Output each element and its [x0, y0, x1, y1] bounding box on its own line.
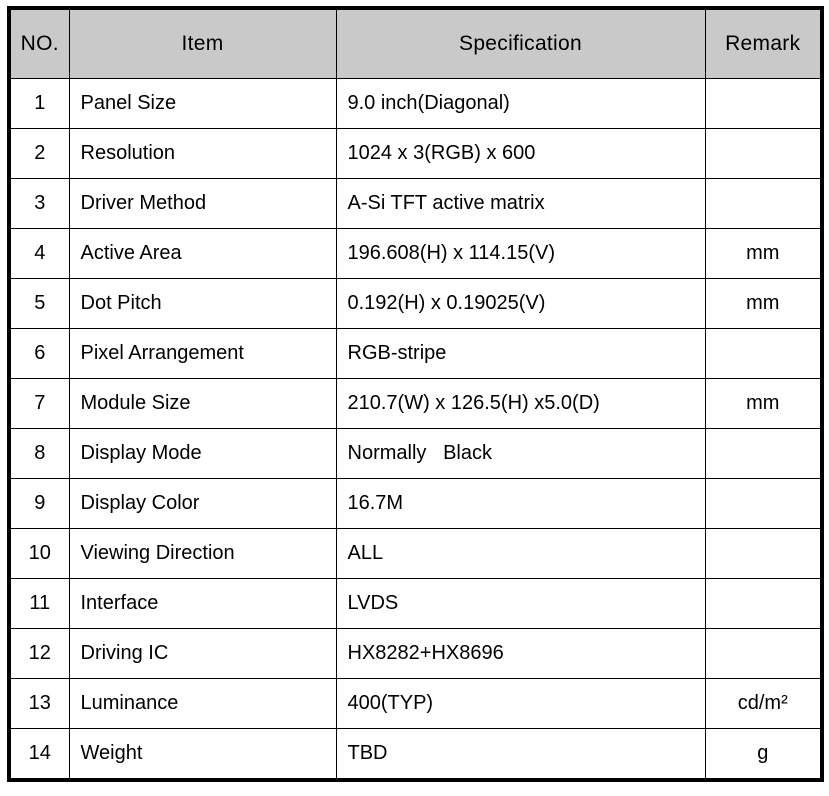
remark-cell — [704, 78, 823, 129]
item-cell: Resolution — [68, 128, 337, 179]
specification-cell: HX8282+HX8696 — [335, 628, 706, 679]
remark-cell — [704, 628, 823, 679]
table-row: 7 Module Size 210.7(W) x 126.5(H) x5.0(D… — [8, 378, 823, 429]
remark-cell: g — [704, 728, 823, 781]
table-row: 3 Driver Method A-Si TFT active matrix — [8, 178, 823, 229]
row-number-cell: 8 — [8, 428, 70, 479]
specification-cell: TBD — [335, 728, 706, 781]
remark-cell: cd/m² — [704, 678, 823, 729]
column-header-remark: Remark — [704, 7, 823, 79]
specification-cell: ALL — [335, 528, 706, 579]
item-cell: Pixel Arrangement — [68, 328, 337, 379]
item-cell: Driver Method — [68, 178, 337, 229]
remark-cell — [704, 328, 823, 379]
table-row: 6 Pixel Arrangement RGB-stripe — [8, 328, 823, 379]
specification-cell: A-Si TFT active matrix — [335, 178, 706, 229]
remark-cell — [704, 128, 823, 179]
specification-cell: LVDS — [335, 578, 706, 629]
item-cell: Driving IC — [68, 628, 337, 679]
specification-cell: Normally Black — [335, 428, 706, 479]
item-cell: Luminance — [68, 678, 337, 729]
table-row: 9 Display Color 16.7M — [8, 478, 823, 529]
item-cell: Display Mode — [68, 428, 337, 479]
remark-cell: mm — [704, 228, 823, 279]
item-cell: Interface — [68, 578, 337, 629]
row-number-cell: 13 — [8, 678, 70, 729]
remark-cell: mm — [704, 378, 823, 429]
table-row: 14 Weight TBD g — [8, 728, 823, 781]
specification-cell: 0.192(H) x 0.19025(V) — [335, 278, 706, 329]
item-cell: Module Size — [68, 378, 337, 429]
specification-cell: 16.7M — [335, 478, 706, 529]
specification-cell: 196.608(H) x 114.15(V) — [335, 228, 706, 279]
table-row: 10 Viewing Direction ALL — [8, 528, 823, 579]
row-number-cell: 1 — [8, 78, 70, 129]
row-number-cell: 6 — [8, 328, 70, 379]
specification-cell: 400(TYP) — [335, 678, 706, 729]
row-number-cell: 9 — [8, 478, 70, 529]
row-number-cell: 14 — [8, 728, 70, 781]
item-cell: Panel Size — [68, 78, 337, 129]
row-number-cell: 10 — [8, 528, 70, 579]
remark-cell — [704, 178, 823, 229]
row-number-cell: 2 — [8, 128, 70, 179]
table-row: 11 Interface LVDS — [8, 578, 823, 629]
specification-cell: 210.7(W) x 126.5(H) x5.0(D) — [335, 378, 706, 429]
item-cell: Weight — [68, 728, 337, 781]
table-row: 13 Luminance 400(TYP) cd/m² — [8, 678, 823, 729]
remark-cell — [704, 478, 823, 529]
table-row: 1 Panel Size 9.0 inch(Diagonal) — [8, 78, 823, 129]
table-row: 2 Resolution 1024 x 3(RGB) x 600 — [8, 128, 823, 179]
item-cell: Display Color — [68, 478, 337, 529]
item-cell: Viewing Direction — [68, 528, 337, 579]
specification-cell: 1024 x 3(RGB) x 600 — [335, 128, 706, 179]
item-cell: Active Area — [68, 228, 337, 279]
row-number-cell: 5 — [8, 278, 70, 329]
table-row: 5 Dot Pitch 0.192(H) x 0.19025(V) mm — [8, 278, 823, 329]
specification-cell: RGB-stripe — [335, 328, 706, 379]
column-header-item: Item — [68, 7, 337, 79]
remark-cell — [704, 528, 823, 579]
row-number-cell: 11 — [8, 578, 70, 629]
row-number-cell: 4 — [8, 228, 70, 279]
row-number-cell: 3 — [8, 178, 70, 229]
remark-cell: mm — [704, 278, 823, 329]
column-header-no: NO. — [8, 7, 70, 79]
remark-cell — [704, 578, 823, 629]
table-row: 8 Display Mode Normally Black — [8, 428, 823, 479]
header-row: NO. Item Specification Remark — [8, 7, 823, 79]
row-number-cell: 12 — [8, 628, 70, 679]
row-number-cell: 7 — [8, 378, 70, 429]
table-row: 12 Driving IC HX8282+HX8696 — [8, 628, 823, 679]
column-header-specification: Specification — [335, 7, 706, 79]
item-cell: Dot Pitch — [68, 278, 337, 329]
table-row: 4 Active Area 196.608(H) x 114.15(V) mm — [8, 228, 823, 279]
specification-cell: 9.0 inch(Diagonal) — [335, 78, 706, 129]
remark-cell — [704, 428, 823, 479]
panel-specification-table: NO. Item Specification Remark 1 Panel Si… — [7, 6, 824, 782]
